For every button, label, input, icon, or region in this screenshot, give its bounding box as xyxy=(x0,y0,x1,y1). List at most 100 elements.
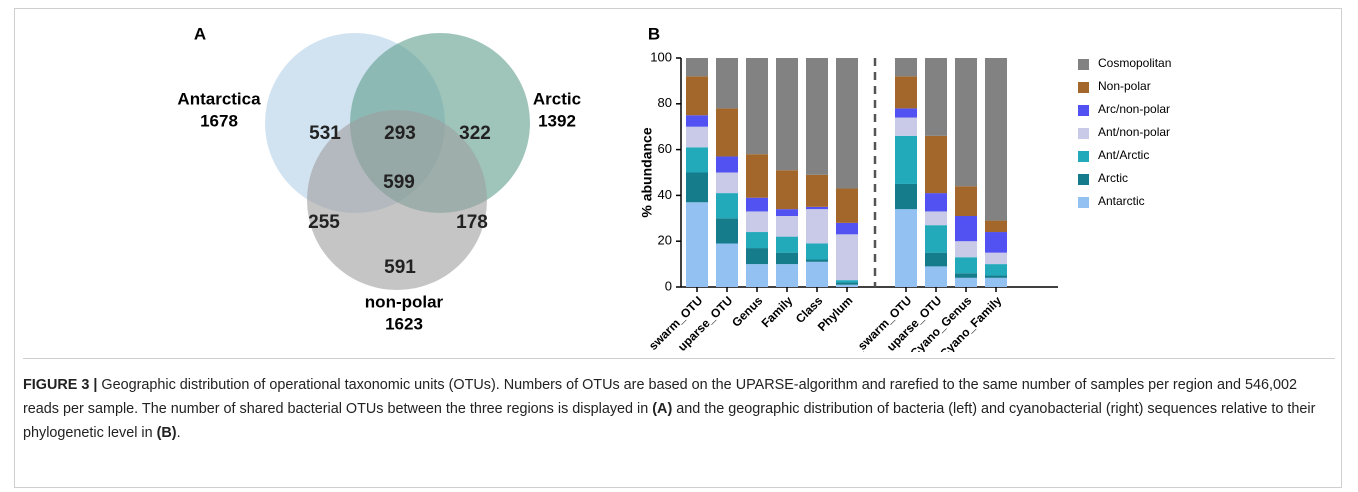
bar-segment xyxy=(925,211,947,226)
bar-segment xyxy=(925,225,947,253)
bar-segment xyxy=(925,58,947,136)
caption-text: . xyxy=(176,425,181,441)
bar-segment xyxy=(776,209,798,217)
bar-segment xyxy=(686,147,708,173)
bar-segment xyxy=(716,172,738,194)
bar-segment xyxy=(895,76,917,109)
bar-segment xyxy=(836,188,858,223)
caption-label: FIGURE 3 | xyxy=(23,377,98,393)
bar-segment xyxy=(806,58,828,175)
bar-segment xyxy=(746,197,768,212)
bar-segment xyxy=(836,58,858,189)
set-name: Antarctica xyxy=(177,89,261,108)
bar-segment xyxy=(716,218,738,244)
bar-segment xyxy=(955,241,977,258)
bar-segment xyxy=(806,209,828,244)
bar-segment xyxy=(955,58,977,187)
bar-segment xyxy=(925,252,947,267)
bar-segment xyxy=(746,154,768,198)
y-axis-label: % abundance xyxy=(639,127,655,217)
figure-frame xyxy=(14,8,1342,488)
region-count: 599 xyxy=(383,172,415,193)
legend-label: Cosmopolitan xyxy=(1098,56,1171,70)
set-total: 1623 xyxy=(385,314,423,333)
bar-segment xyxy=(806,206,828,210)
bar-segment xyxy=(746,264,768,287)
legend-swatch xyxy=(1078,105,1089,116)
bar-segment xyxy=(806,243,828,260)
bar-segment xyxy=(686,58,708,77)
bar-segment xyxy=(746,58,768,155)
bar-segment xyxy=(985,264,1007,276)
region-count: 293 xyxy=(384,123,416,144)
bar-segment xyxy=(895,108,917,118)
caption-panel-ref: (B) xyxy=(156,425,177,441)
bar-segment xyxy=(895,58,917,77)
bar-segment xyxy=(985,275,1007,278)
bar-segment xyxy=(895,135,917,184)
bar-segment xyxy=(776,216,798,237)
set-total: 1678 xyxy=(200,111,238,130)
x-tick-label: Genus xyxy=(729,293,766,330)
bar-segment xyxy=(925,193,947,212)
bar-segment xyxy=(716,243,738,287)
bar-segment xyxy=(985,252,1007,265)
bar-segment xyxy=(806,174,828,207)
bar-segment xyxy=(895,209,917,287)
y-tick-label: 0 xyxy=(665,278,672,293)
legend-label: Antarctic xyxy=(1098,194,1145,208)
legend-swatch xyxy=(1078,128,1089,139)
venn-circle xyxy=(307,110,487,290)
bar-segment xyxy=(985,220,1007,233)
bar-segment xyxy=(925,135,947,194)
legend-swatch xyxy=(1078,151,1089,162)
region-count: 591 xyxy=(384,257,416,278)
bar-segment xyxy=(686,202,708,287)
caption-text: and the geographic distribution of bacte… xyxy=(23,401,1316,441)
bar-segment xyxy=(716,58,738,109)
legend-swatch xyxy=(1078,197,1089,208)
bar-segment xyxy=(985,232,1007,253)
legend-label: Ant/non-polar xyxy=(1098,125,1170,139)
legend-swatch xyxy=(1078,82,1089,93)
y-tick-label: 20 xyxy=(658,233,672,248)
bar-segment xyxy=(776,252,798,265)
bar-segment xyxy=(895,117,917,136)
bar-segment xyxy=(746,248,768,265)
set-name: Arctic xyxy=(533,89,581,108)
bar-segment xyxy=(686,172,708,203)
bar-segment xyxy=(955,273,977,278)
bar-segment xyxy=(686,76,708,116)
bar-segment xyxy=(716,193,738,219)
legend-label: Arctic xyxy=(1098,171,1128,185)
y-tick-label: 40 xyxy=(658,187,672,202)
legend-label: Arc/non-polar xyxy=(1098,102,1170,116)
y-tick-label: 100 xyxy=(650,49,672,64)
bar-segment xyxy=(836,280,858,283)
bar-segment xyxy=(686,126,708,148)
region-count: 531 xyxy=(309,123,341,144)
bar-segment xyxy=(836,282,858,285)
x-tick-label: Family xyxy=(759,293,796,330)
bar-segment xyxy=(836,234,858,281)
y-tick-label: 60 xyxy=(658,141,672,156)
bar-segment xyxy=(806,259,828,262)
region-count: 322 xyxy=(459,123,491,144)
bar-segment xyxy=(955,216,977,242)
bar-segment xyxy=(776,170,798,210)
region-count: 255 xyxy=(308,212,340,233)
bar-segment xyxy=(955,257,977,274)
bar-segment xyxy=(776,264,798,287)
bar-segment xyxy=(716,156,738,173)
set-total: 1392 xyxy=(538,111,576,130)
bar-segment xyxy=(985,277,1007,287)
bar-segment xyxy=(746,232,768,249)
y-tick-label: 80 xyxy=(658,95,672,110)
caption-text: Geographic distribution of operational t… xyxy=(23,377,1297,417)
bar-segment xyxy=(895,183,917,210)
bar-segment xyxy=(955,277,977,287)
bar-segment xyxy=(716,108,738,157)
panel-label: A xyxy=(194,24,206,43)
bar-segment xyxy=(746,211,768,233)
bar-segment xyxy=(836,284,858,287)
